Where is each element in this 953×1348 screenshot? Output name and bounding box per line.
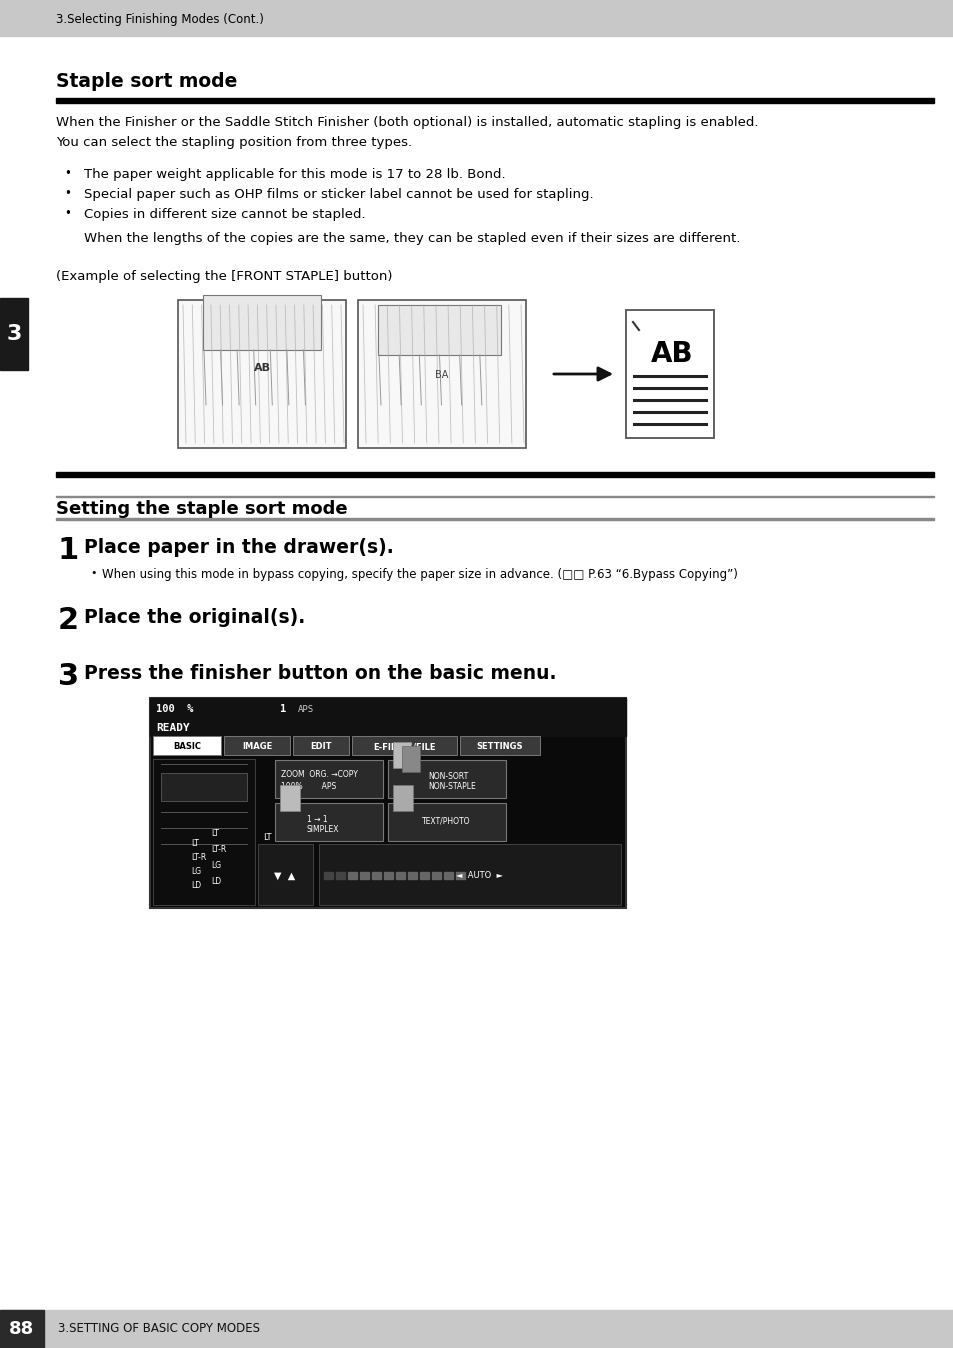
Bar [359, 872, 369, 879]
Bar [280, 785, 299, 811]
Text: LT: LT [211, 829, 218, 838]
Bar [178, 301, 346, 448]
Bar [274, 803, 382, 841]
Bar [335, 872, 345, 879]
Text: READY: READY [156, 723, 190, 733]
Text: •: • [65, 206, 71, 220]
Text: LT-R: LT-R [191, 853, 206, 863]
Text: 88: 88 [10, 1320, 34, 1339]
Text: ▼  ▲: ▼ ▲ [274, 871, 295, 880]
Text: 3.SETTING OF BASIC COPY MODES: 3.SETTING OF BASIC COPY MODES [58, 1322, 260, 1336]
Bar [324, 872, 333, 879]
Bar [388, 803, 505, 841]
Text: Special paper such as OHP films or sticker label cannot be used for stapling.: Special paper such as OHP films or stick… [84, 187, 593, 201]
Text: (Example of selecting the [FRONT STAPLE] button): (Example of selecting the [FRONT STAPLE]… [56, 270, 392, 283]
Bar [419, 872, 429, 879]
Bar [625, 310, 713, 438]
Bar [393, 741, 411, 768]
Bar [443, 872, 453, 879]
Text: Press the finisher button on the basic menu.: Press the finisher button on the basic m… [84, 665, 556, 683]
Text: When the lengths of the copies are the same, they can be stapled even if their s: When the lengths of the copies are the s… [84, 232, 740, 245]
Text: ZOOM  ORG. →COPY: ZOOM ORG. →COPY [281, 770, 357, 779]
Text: LD: LD [211, 878, 221, 887]
Bar [456, 872, 464, 879]
Text: When using this mode in bypass copying, specify the paper size in advance. (□□ P: When using this mode in bypass copying, … [102, 568, 737, 581]
Text: 3: 3 [7, 324, 22, 344]
Bar [348, 872, 356, 879]
Text: 3.Selecting Finishing Modes (Cont.): 3.Selecting Finishing Modes (Cont.) [56, 12, 264, 26]
Text: BA: BA [435, 369, 448, 380]
Text: SETTINGS: SETTINGS [476, 741, 522, 751]
Bar [56, 472, 933, 477]
Bar [384, 872, 393, 879]
Bar [56, 518, 933, 519]
Text: LG: LG [191, 868, 201, 876]
Text: 100%        APS: 100% APS [281, 782, 335, 791]
Text: The paper weight applicable for this mode is 17 to 28 lb. Bond.: The paper weight applicable for this mod… [84, 168, 505, 181]
Bar [393, 785, 413, 811]
Bar [150, 718, 625, 736]
Text: LD: LD [191, 882, 201, 891]
Bar [372, 872, 380, 879]
Text: Place the original(s).: Place the original(s). [84, 608, 305, 627]
Bar [274, 760, 382, 798]
Text: •: • [90, 568, 96, 578]
Bar [150, 698, 625, 718]
Text: •: • [65, 167, 71, 179]
Text: 2: 2 [58, 607, 79, 635]
Bar [0, 0, 953, 36]
Text: Setting the staple sort mode: Setting the staple sort mode [56, 500, 347, 518]
Bar [257, 844, 313, 905]
Bar [56, 98, 933, 102]
Text: Staple sort mode: Staple sort mode [56, 71, 237, 92]
Text: 3: 3 [58, 662, 79, 692]
Text: When the Finisher or the Saddle Stitch Finisher (both optional) is installed, au: When the Finisher or the Saddle Stitch F… [56, 116, 758, 129]
Text: NON-SORT: NON-SORT [428, 772, 468, 780]
Bar [161, 772, 247, 801]
Bar [152, 759, 254, 905]
Bar [357, 301, 525, 448]
Text: Copies in different size cannot be stapled.: Copies in different size cannot be stapl… [84, 208, 365, 221]
Text: ◄  AUTO  ►: ◄ AUTO ► [456, 871, 503, 880]
Bar [318, 844, 620, 905]
Bar [0, 1310, 953, 1348]
Text: AB: AB [253, 363, 271, 373]
Text: APS: APS [297, 705, 314, 713]
Text: LT: LT [263, 833, 272, 841]
Text: AB: AB [650, 340, 693, 368]
Bar [388, 760, 505, 798]
Text: IMAGE: IMAGE [242, 741, 272, 751]
Text: 1 → 1: 1 → 1 [307, 816, 327, 824]
Text: 1: 1 [280, 704, 286, 714]
Text: 1: 1 [58, 537, 79, 565]
Bar [224, 736, 290, 755]
Bar [401, 745, 419, 772]
Bar [432, 872, 440, 879]
Text: TEXT/PHOTO: TEXT/PHOTO [421, 817, 470, 825]
Bar [0, 298, 28, 369]
Text: Place paper in the drawer(s).: Place paper in the drawer(s). [84, 538, 394, 557]
Bar [152, 736, 221, 755]
Bar [293, 736, 349, 755]
Text: EDIT: EDIT [310, 741, 332, 751]
Bar [352, 736, 456, 755]
Bar [459, 736, 539, 755]
Bar [408, 872, 416, 879]
Text: BASIC: BASIC [172, 741, 201, 751]
Bar [0, 1310, 44, 1348]
Text: 100  %: 100 % [156, 704, 193, 714]
Bar [395, 872, 405, 879]
Bar [203, 295, 320, 350]
Text: E-FILING/FILE: E-FILING/FILE [373, 741, 436, 751]
Text: LT: LT [191, 840, 198, 848]
Bar [377, 305, 500, 355]
Text: You can select the stapling position from three types.: You can select the stapling position fro… [56, 136, 412, 150]
Text: •: • [65, 186, 71, 200]
Text: LG: LG [211, 861, 221, 871]
Text: NON-STAPLE: NON-STAPLE [428, 782, 476, 791]
Bar [150, 698, 625, 909]
Text: LT-R: LT-R [211, 845, 226, 855]
Text: SIMPLEX: SIMPLEX [307, 825, 339, 834]
